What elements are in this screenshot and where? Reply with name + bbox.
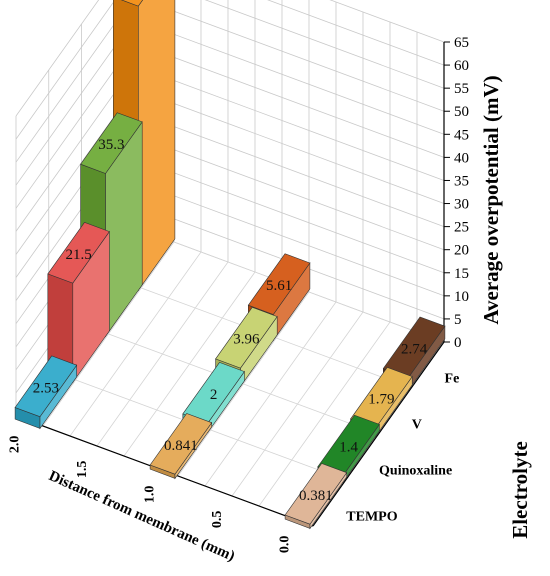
- gridline: [15, 0, 445, 163]
- data-label: 2.74: [401, 341, 428, 357]
- z-tick-label: 5: [454, 312, 462, 328]
- bar-top-face: [14, 355, 78, 418]
- z-tick-label: 35: [454, 173, 469, 189]
- z-tick-label: 30: [454, 197, 469, 213]
- z-tick-label: 65: [454, 35, 469, 51]
- data-label: 1.4: [339, 440, 358, 456]
- data-labels: 2.745.6161.61.793.9635.31.4221.50.3810.8…: [33, 137, 428, 504]
- bar-side-face: [138, 0, 176, 292]
- gridline: [15, 0, 445, 186]
- bar: [47, 222, 110, 384]
- z-tick-label: 0: [454, 335, 462, 351]
- y-axis-title: Electrolyte: [508, 441, 532, 539]
- z-tick-label: 20: [454, 243, 469, 259]
- x-tick-label: 1.0: [142, 486, 157, 504]
- bar-top-face: [149, 413, 213, 475]
- data-label: 21.5: [66, 247, 92, 263]
- z-tick-label: 45: [454, 127, 469, 143]
- data-label: 3.96: [233, 332, 260, 348]
- axis-categories: TEMPO Quinoxaline V Fe 2.0 1.5 1.0 0.5 0.0: [7, 371, 459, 553]
- y-tick-label: V: [412, 417, 422, 432]
- axis-line: [312, 341, 445, 527]
- z-axis-title: Average overpotential (mV): [479, 75, 503, 324]
- z-tick-label: 25: [454, 220, 469, 236]
- x-tick-label: 2.0: [7, 436, 22, 454]
- z-tick-label: 10: [454, 289, 469, 305]
- bar-top-face: [121, 0, 144, 7]
- bar-top-face: [47, 222, 110, 284]
- z-axis-ticks: 0 5 10 15 20 25 30 35 40 45 50 55 60 65: [444, 35, 469, 351]
- gridline: [15, 46, 445, 232]
- data-label: 0.381: [299, 488, 333, 504]
- bar-top-face: [215, 306, 278, 369]
- z-tick-label: 40: [454, 150, 469, 166]
- data-label: 0.841: [164, 438, 198, 454]
- gridline: [15, 0, 445, 140]
- z-tick-label: 15: [454, 266, 469, 282]
- y-tick-label: Quinoxaline: [379, 463, 452, 478]
- z-tick-label: 50: [454, 104, 469, 120]
- data-label: 2.53: [33, 380, 59, 396]
- bars: [14, 0, 446, 530]
- data-label: 35.3: [98, 137, 124, 153]
- data-label: 5.61: [266, 278, 292, 294]
- z-tick-label: 55: [454, 81, 469, 97]
- z-tick-label: 60: [454, 58, 469, 74]
- data-label: 1.79: [368, 392, 394, 408]
- x-tick-label: 0.5: [210, 511, 225, 529]
- bar-top-face: [284, 463, 348, 525]
- gridline: [15, 0, 445, 117]
- gridline: [15, 23, 445, 209]
- bar: [14, 355, 78, 430]
- bar: [149, 413, 213, 480]
- x-axis-title: Distance from membrane (mm): [46, 468, 237, 565]
- y-tick-label: TEMPO: [346, 509, 397, 524]
- x-tick-label: 1.5: [75, 461, 90, 479]
- x-tick-label: 0.0: [277, 536, 292, 554]
- bar-top-face: [247, 253, 311, 315]
- gridline: [15, 70, 445, 255]
- data-label: 2: [210, 387, 218, 403]
- bar: [284, 463, 348, 530]
- y-tick-label: Fe: [445, 371, 460, 386]
- bar-top-face: [80, 112, 143, 174]
